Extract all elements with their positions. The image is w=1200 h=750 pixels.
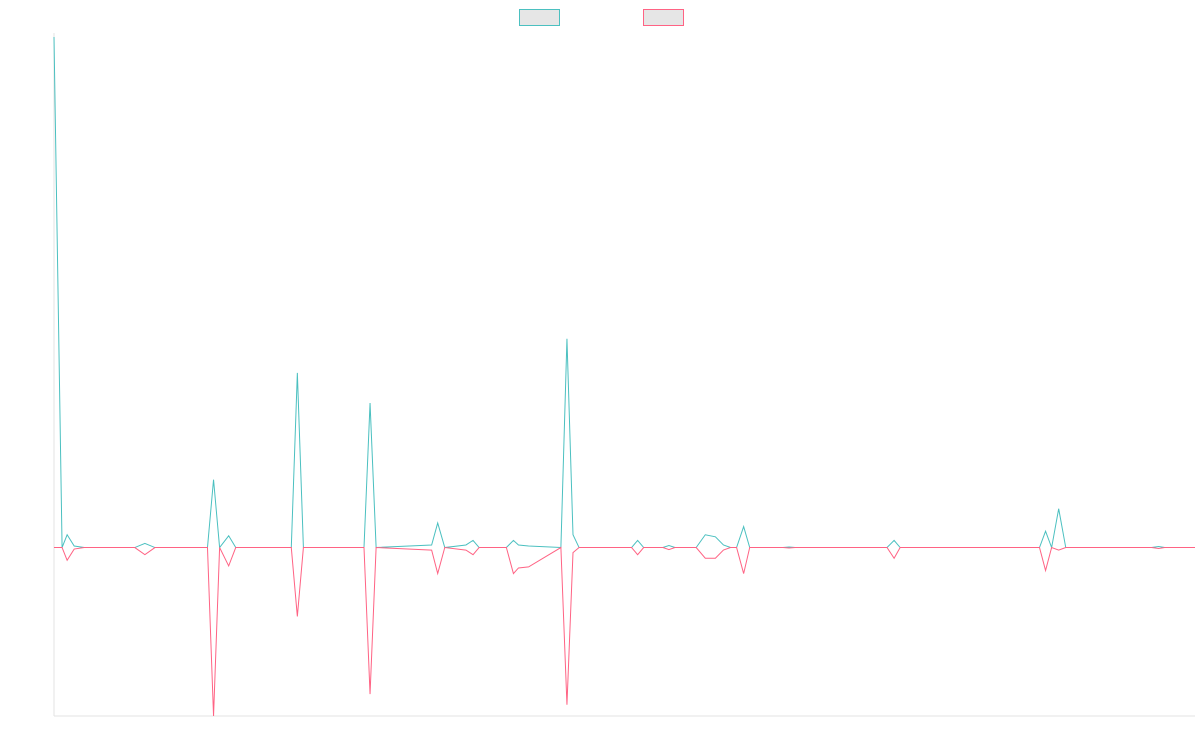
legend: [519, 9, 684, 26]
axes: [53, 33, 1195, 717]
legend-swatch-2[interactable]: [643, 9, 684, 26]
plot-area: [53, 36, 1195, 717]
legend-swatch-1[interactable]: [519, 9, 560, 26]
series-line-1: [53, 36, 1195, 550]
series-line-2: [54, 546, 1195, 717]
